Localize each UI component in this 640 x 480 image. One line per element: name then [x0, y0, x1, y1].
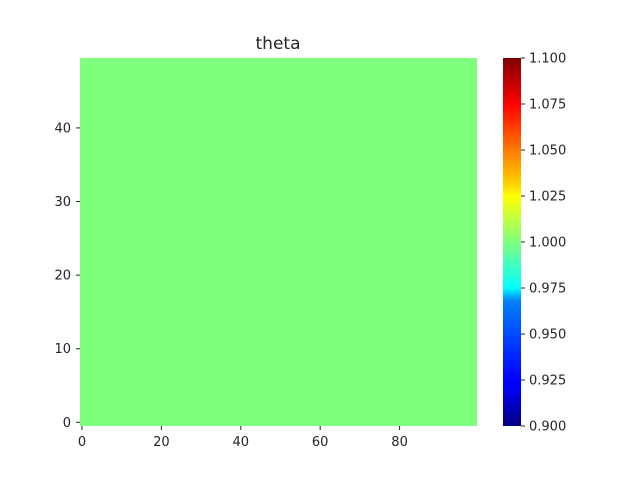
y-axis: 0 10 20 30 40	[54, 121, 80, 431]
x-tick-label: 0	[78, 435, 86, 450]
x-tick-label: 80	[391, 435, 408, 450]
colorbar-tick-label: 0.925	[529, 374, 566, 389]
chart-title: theta	[256, 34, 301, 54]
x-tick-label: 40	[233, 435, 250, 450]
y-tick-label: 30	[54, 195, 71, 210]
colorbar-tick-label: 1.050	[529, 144, 566, 159]
colorbar-tick-label: 1.100	[529, 52, 566, 67]
colorbar-tick-label: 1.025	[529, 190, 566, 205]
y-tick-label: 10	[54, 342, 71, 357]
y-tick-label: 40	[54, 121, 71, 136]
x-axis: 0 20 40 60 80	[78, 426, 408, 450]
y-tick-label: 0	[63, 416, 71, 431]
heatmap-field	[80, 58, 477, 426]
colorbar-tick-label: 1.075	[529, 98, 566, 113]
colorbar-tick-label: 0.900	[529, 420, 566, 435]
colorbar-tick-label: 0.950	[529, 328, 566, 343]
colorbar	[503, 58, 521, 426]
y-tick-label: 20	[54, 269, 71, 284]
x-tick-label: 60	[312, 435, 329, 450]
x-tick-label: 20	[153, 435, 170, 450]
colorbar-tick-label: 1.000	[529, 236, 566, 251]
colorbar-tick-label: 0.975	[529, 282, 566, 297]
colorbar-axis: 0.900 0.925 0.950 0.975 1.000 1.025 1.050 1.075…	[521, 52, 566, 435]
